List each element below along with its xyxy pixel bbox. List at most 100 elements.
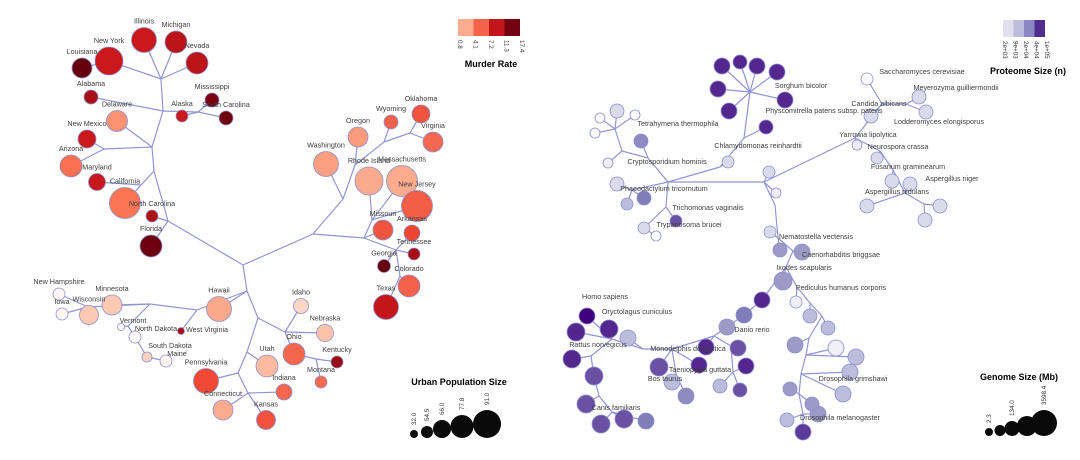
color-legend-tick: 2e+03 (1001, 41, 1008, 59)
tree-node (690, 356, 708, 374)
tree-edge (631, 181, 669, 191)
node-label: California (110, 177, 140, 186)
tree-node (697, 338, 715, 356)
size-legend-circle (994, 425, 1006, 436)
tree-node (677, 387, 695, 405)
tree-node (212, 399, 234, 421)
tree-node (576, 394, 596, 414)
tree-edge (763, 181, 776, 206)
tree-node (88, 173, 106, 191)
color-legend-tick: 17.4 (518, 40, 525, 53)
tree-node (762, 165, 776, 179)
tree-edge (763, 137, 856, 183)
color-legend-title: Murder Rate (465, 59, 518, 69)
tree-node (732, 382, 748, 398)
node-label: Monodelphis domestica (650, 344, 726, 353)
tree-node (159, 354, 173, 368)
tree-node (131, 27, 157, 53)
tree-edge (904, 192, 925, 205)
tree-node (79, 305, 99, 325)
tree-edge (237, 351, 248, 374)
node-label: New Mexico (67, 119, 106, 128)
murder-rate-tree-nodes (52, 27, 444, 430)
node-label: Iowa (54, 297, 69, 306)
node-label: Tetrahymena thermophila (637, 119, 718, 128)
tree-edge (395, 249, 401, 277)
node-label: Candida albicans (851, 99, 907, 108)
tree-node (372, 219, 394, 241)
node-label: Nebraska (310, 314, 341, 323)
tree-node (411, 104, 431, 124)
size-legend-circle (410, 430, 418, 438)
tree-edge (879, 150, 894, 171)
tree-edge (671, 335, 715, 350)
tree-node (735, 306, 753, 324)
tree-edge (180, 309, 198, 332)
tree-node (637, 221, 651, 235)
node-label: Nematostella vectensis (779, 232, 853, 241)
color-legend-tick: 9e+03 (1012, 41, 1019, 59)
color-legend-swatch (1003, 20, 1014, 37)
tree-node (164, 30, 188, 54)
node-label: Mississippi (195, 82, 230, 91)
node-label: Alaska (171, 99, 193, 108)
node-label: Aspergillus niger (925, 174, 979, 183)
color-legend-tick: 11.3 (503, 40, 510, 52)
tree-node (614, 409, 634, 429)
tree-node (932, 198, 948, 214)
tree-node (204, 92, 220, 108)
tree-edge (743, 91, 751, 139)
tree-node (578, 307, 596, 325)
tree-edge (614, 128, 623, 152)
tree-node (763, 225, 777, 239)
tree-node (918, 104, 934, 120)
tree-edge (667, 166, 721, 183)
node-label: Michigan (162, 20, 191, 29)
tree-edge (713, 335, 732, 347)
tree-edge (167, 220, 244, 266)
node-label: Virginia (421, 121, 445, 130)
tree-node (729, 339, 747, 357)
node-label: Minnesota (95, 284, 128, 293)
tree-edge (140, 170, 155, 186)
color-legend-swatch (473, 19, 489, 36)
node-label: Vermont (120, 316, 147, 325)
tree-node (779, 412, 795, 428)
tree-edge (257, 317, 286, 333)
tree-node (772, 242, 788, 258)
tree-edge (809, 302, 823, 317)
tree-node (55, 307, 69, 321)
node-label: Delaware (102, 100, 132, 109)
node-label: Cryptosporidium hominis (627, 157, 706, 166)
tree-node (720, 102, 738, 120)
color-legend-tick: 0.8 (456, 40, 463, 49)
proteome-size-tree-color-legend: 2e+03 9e+03 2e+04 4e+04 1e+05 Proteome Size (… (990, 20, 1066, 76)
tree-node (748, 57, 766, 75)
tree-node (128, 330, 142, 344)
tree-node (669, 214, 683, 228)
tree-node (218, 110, 234, 126)
tree-node (847, 348, 865, 366)
color-legend-tick: 7.2 (487, 40, 494, 49)
tree-edge (151, 110, 164, 148)
tree-node (566, 322, 586, 342)
node-label: Oregon (346, 116, 370, 125)
size-legend-tick: 134.0 (1009, 400, 1016, 416)
tree-edge (237, 372, 249, 394)
node-label: Drosophila grimshawi (819, 374, 888, 383)
tree-node (663, 373, 681, 391)
tree-node (594, 112, 606, 124)
murder-rate-tree-size-legend: 32.0 54.5 66.0 77.8 91.0 Urban Population Siz… (410, 377, 507, 438)
tree-edge (246, 290, 259, 319)
node-label: Danio rerio (734, 325, 769, 334)
tree-node (758, 119, 774, 135)
tree-node (712, 378, 728, 394)
tree-node (753, 291, 771, 309)
tree-node (776, 91, 794, 109)
tree-node (139, 234, 163, 258)
tree-node (870, 151, 884, 165)
proteome-size-tree-chart: Sorghum bicolor Physcomitrella patens sub… (562, 20, 1066, 441)
node-label: Taeniopygia guttata (669, 365, 731, 374)
node-label: Trypanosoma brucei (656, 220, 722, 229)
